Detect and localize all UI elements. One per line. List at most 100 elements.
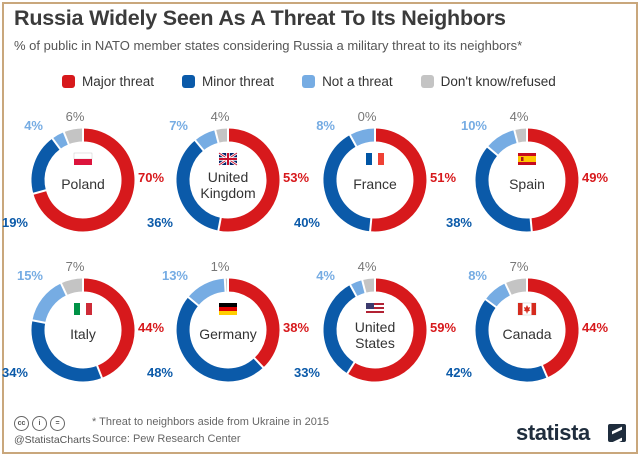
slice-united-kingdom-minor (176, 140, 222, 231)
attribution-icon: i (32, 416, 47, 431)
license-icons: cc i = (14, 416, 68, 431)
poland-flag-icon (73, 152, 93, 165)
slice-canada-dk (505, 278, 528, 296)
uk-flag-icon (218, 151, 238, 167)
slice-canada-major (526, 278, 579, 378)
donut-italy: 44% 34% 15% 7% Italy (2, 259, 164, 382)
label-france-dk: 0% (358, 109, 377, 124)
label-canada-major: 44% (582, 320, 608, 335)
legend: Major threat Minor threat Not a threat D… (62, 71, 584, 91)
country-name-germany: Germany (199, 326, 257, 342)
label-poland-minor: 19% (2, 215, 28, 230)
country-name-united-kingdom-line2: Kingdom (200, 185, 255, 201)
country-name-united-states-line2: States (355, 335, 395, 351)
legend-label-major: Major threat (82, 73, 155, 89)
slice-canada-not (485, 283, 512, 308)
label-italy-major: 44% (138, 320, 164, 335)
slice-italy-not (32, 283, 67, 324)
label-canada-not: 8% (468, 268, 487, 283)
country-name-france: France (353, 176, 397, 192)
legend-item-not: Not a threat (302, 74, 393, 89)
donut-germany: 38% 48% 13% 1% Germany (147, 259, 309, 382)
legend-label-not: Not a threat (322, 73, 393, 89)
italy-flag-icon (74, 303, 92, 315)
slice-united-kingdom-not (195, 130, 219, 151)
label-france-major: 51% (430, 170, 456, 185)
legend-label-minor: Minor threat (202, 73, 275, 89)
label-canada-minor: 42% (446, 365, 472, 380)
label-united-kingdom-not: 7% (169, 118, 188, 133)
label-italy-dk: 7% (66, 259, 85, 274)
slice-united-kingdom-major (218, 128, 280, 232)
no-derivatives-icon: = (50, 416, 65, 431)
slice-poland-not (52, 132, 69, 150)
country-name-spain: Spain (509, 176, 545, 192)
label-united-states-dk: 4% (358, 259, 377, 274)
statista-handle: @StatistaCharts (14, 434, 91, 446)
slice-france-minor (323, 135, 372, 232)
label-united-states-major: 59% (430, 320, 456, 335)
label-united-kingdom-dk: 4% (211, 109, 230, 124)
slice-spain-dk (514, 128, 528, 143)
label-germany-not: 13% (162, 268, 188, 283)
canada-flag-icon (517, 302, 537, 316)
slice-united-states-not (350, 280, 366, 297)
legend-item-major: Major threat (62, 74, 154, 89)
slice-germany-minor (176, 297, 264, 382)
donut-canada: 44% 42% 8% 7% Canada (446, 259, 608, 382)
slice-italy-dk (61, 278, 84, 296)
label-united-states-not: 4% (316, 268, 335, 283)
donut-france: 51% 40% 8% 0% France (294, 109, 456, 233)
slice-germany-major (227, 278, 280, 368)
slice-poland-minor (31, 138, 61, 194)
label-poland-not: 4% (24, 118, 43, 133)
spain-flag-icon (518, 153, 536, 165)
slice-spain-major (526, 128, 579, 232)
label-united-kingdom-minor: 36% (147, 215, 173, 230)
country-name-canada: Canada (502, 326, 551, 342)
slice-united-kingdom-dk (215, 128, 229, 143)
legend-item-minor: Minor threat (182, 74, 274, 89)
legend-swatch-minor (182, 74, 196, 88)
label-poland-dk: 6% (66, 109, 85, 124)
statista-logo-icon[interactable] (608, 424, 626, 442)
statista-logo[interactable]: statista (516, 420, 590, 445)
legend-swatch-dk (420, 74, 434, 88)
legend-swatch-not (302, 74, 316, 88)
slice-canada-minor (475, 299, 548, 382)
label-france-minor: 40% (294, 215, 320, 230)
slice-poland-dk (63, 128, 84, 145)
label-united-states-minor: 33% (294, 365, 320, 380)
france-flag-icon (366, 153, 384, 165)
usa-flag-icon (366, 303, 384, 315)
label-spain-not: 10% (461, 118, 487, 133)
country-name-united-states-line1: United (355, 319, 395, 335)
legend-label-dk: Don't know/refused (440, 73, 556, 89)
country-name-italy: Italy (70, 326, 96, 342)
label-spain-major: 49% (582, 170, 608, 185)
label-germany-major: 38% (283, 320, 309, 335)
legend-item-dk: Don't know/refused (420, 73, 556, 89)
slice-italy-major (82, 278, 135, 378)
label-united-kingdom-major: 53% (283, 170, 309, 185)
label-italy-minor: 34% (2, 365, 28, 380)
label-poland-major: 70% (138, 170, 164, 185)
source-note: Source: Pew Research Center (92, 433, 241, 445)
slice-united-states-major (347, 278, 427, 382)
label-spain-dk: 4% (510, 109, 529, 124)
slice-poland-major (33, 128, 135, 232)
label-spain-minor: 38% (446, 215, 472, 230)
country-name-poland: Poland (61, 176, 105, 192)
footnote: * Threat to neighbors aside from Ukraine… (92, 416, 330, 428)
label-canada-dk: 7% (510, 259, 529, 274)
country-name-united-kingdom-line1: United (208, 169, 248, 185)
slice-france-major (370, 128, 427, 232)
slice-italy-minor (31, 320, 102, 382)
chart-subtitle: % of public in NATO member states consid… (14, 38, 523, 53)
legend-swatch-major (62, 74, 75, 88)
label-germany-minor: 48% (147, 365, 173, 380)
slice-germany-not (188, 278, 226, 306)
slice-spain-minor (475, 146, 532, 232)
